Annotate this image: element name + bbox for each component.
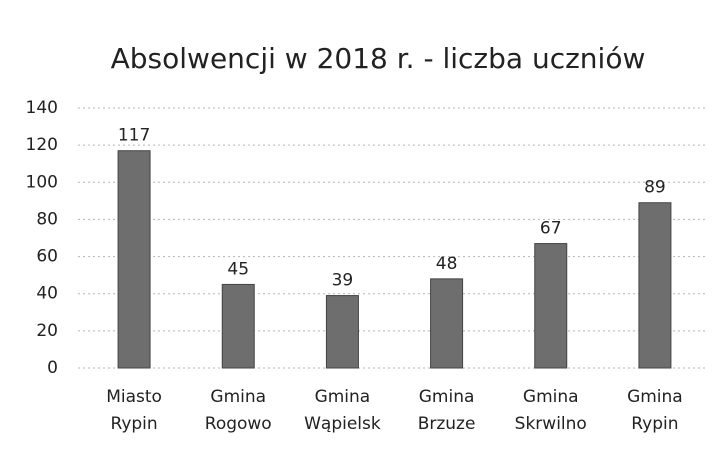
- bar: [534, 243, 568, 369]
- data-label: 67: [540, 219, 562, 239]
- x-tick-label: Gmina Skrwilno: [514, 387, 587, 434]
- bar: [117, 150, 151, 369]
- y-tick-label: 20: [36, 321, 58, 341]
- data-label: 48: [436, 254, 458, 274]
- y-tick-label: 100: [26, 172, 58, 192]
- y-tick-label: 0: [47, 358, 58, 378]
- x-tick-label: Miasto Rypin: [106, 387, 162, 434]
- data-label: 45: [227, 259, 249, 279]
- bar: [325, 295, 359, 369]
- bar: [430, 278, 464, 369]
- y-tick-label: 40: [36, 284, 58, 304]
- data-label: 89: [644, 178, 666, 198]
- x-tick-label: Gmina Wąpielsk: [304, 387, 381, 434]
- y-tick-label: 60: [36, 247, 58, 267]
- x-tick-label: Gmina Rogowo: [204, 387, 272, 434]
- x-tick-label: Gmina Brzuze: [417, 387, 476, 434]
- bar: [638, 202, 672, 369]
- data-label: 117: [118, 126, 150, 146]
- x-tick-label: Gmina Rypin: [627, 387, 683, 434]
- y-tick-label: 140: [26, 98, 58, 118]
- y-tick-label: 120: [26, 135, 58, 155]
- chart-title: Absolwencji w 2018 r. - liczba uczniów: [111, 42, 646, 75]
- data-label: 39: [332, 271, 354, 291]
- y-tick-label: 80: [36, 209, 58, 229]
- bar: [221, 283, 255, 369]
